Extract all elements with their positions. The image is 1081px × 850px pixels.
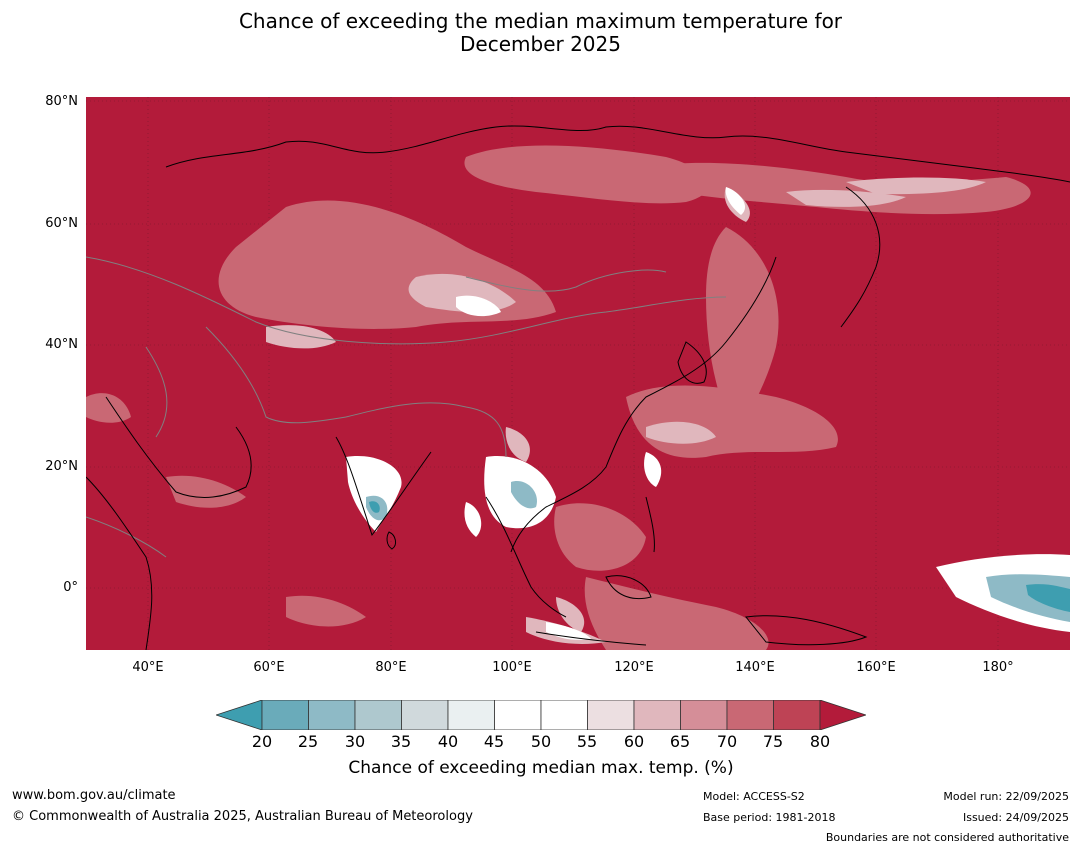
colorbar (216, 700, 866, 730)
colorbar-tick: 60 (623, 732, 645, 751)
colorbar-tick: 55 (576, 732, 598, 751)
colorbar-tick: 65 (669, 732, 691, 751)
colorbar-segment (587, 700, 635, 730)
colorbar-segment (540, 700, 588, 730)
colorbar-tick: 80 (809, 732, 831, 751)
colorbar-segment (494, 700, 542, 730)
colorbar-extension-high (819, 700, 866, 730)
colorbar-tick: 25 (297, 732, 319, 751)
country-borders (86, 256, 727, 558)
probability-zone-below-25 (369, 501, 1070, 612)
lat-label-20n: 20°N (45, 459, 78, 474)
boundaries-disclaimer: Boundaries are not considered authoritat… (825, 831, 1069, 844)
lon-label-180: 180° (982, 660, 1014, 675)
colorbar-segment (726, 700, 774, 730)
lon-label-120e: 120°E (614, 660, 654, 675)
map-canvas (86, 97, 1070, 650)
colorbar-tick: 30 (344, 732, 366, 751)
colorbar-segment (633, 700, 681, 730)
colorbar-tick: 75 (762, 732, 784, 751)
lat-label-0: 0° (63, 580, 78, 595)
coastlines (86, 125, 1070, 650)
colorbar-tick: 70 (716, 732, 738, 751)
colorbar-tick: 50 (530, 732, 552, 751)
colorbar-segment (401, 700, 449, 730)
colorbar-tick: 45 (483, 732, 505, 751)
colorbar-tick: 35 (390, 732, 412, 751)
lat-label-60n: 60°N (45, 216, 78, 231)
colorbar-label: Chance of exceeding median max. temp. (%… (348, 758, 734, 778)
probability-zone-70-75 (86, 145, 1031, 650)
lon-label-100e: 100°E (492, 660, 532, 675)
lon-label-60e: 60°E (253, 660, 285, 675)
lon-label-160e: 160°E (856, 660, 896, 675)
map-title: Chance of exceeding the median maximum t… (0, 10, 1081, 56)
copyright-text: © Commonwealth of Australia 2025, Austra… (12, 809, 473, 824)
lon-label-140e: 140°E (735, 660, 775, 675)
title-line-1: Chance of exceeding the median maximum t… (238, 9, 843, 33)
colorbar-segment (680, 700, 728, 730)
title-line-2: December 2025 (460, 32, 621, 56)
colorbar-segment (447, 700, 495, 730)
colorbar-segment (308, 700, 356, 730)
lat-label-80n: 80°N (45, 94, 78, 109)
colorbar-tick: 40 (437, 732, 459, 751)
lon-label-80e: 80°E (375, 660, 407, 675)
probability-map (86, 97, 1070, 650)
model-name: Model: ACCESS-S2 (703, 790, 805, 803)
colorbar-segment (773, 700, 821, 730)
colorbar-tick: 20 (251, 732, 273, 751)
issued-date: Issued: 24/09/2025 (962, 811, 1069, 824)
colorbar-segment (261, 700, 309, 730)
lat-label-40n: 40°N (45, 337, 78, 352)
colorbar-segment (354, 700, 402, 730)
model-run-date: Model run: 22/09/2025 (943, 790, 1069, 803)
colorbar-extension-low (216, 700, 263, 730)
lon-label-40e: 40°E (132, 660, 164, 675)
base-period: Base period: 1981-2018 (703, 811, 836, 824)
website-link[interactable]: www.bom.gov.au/climate (12, 788, 176, 803)
